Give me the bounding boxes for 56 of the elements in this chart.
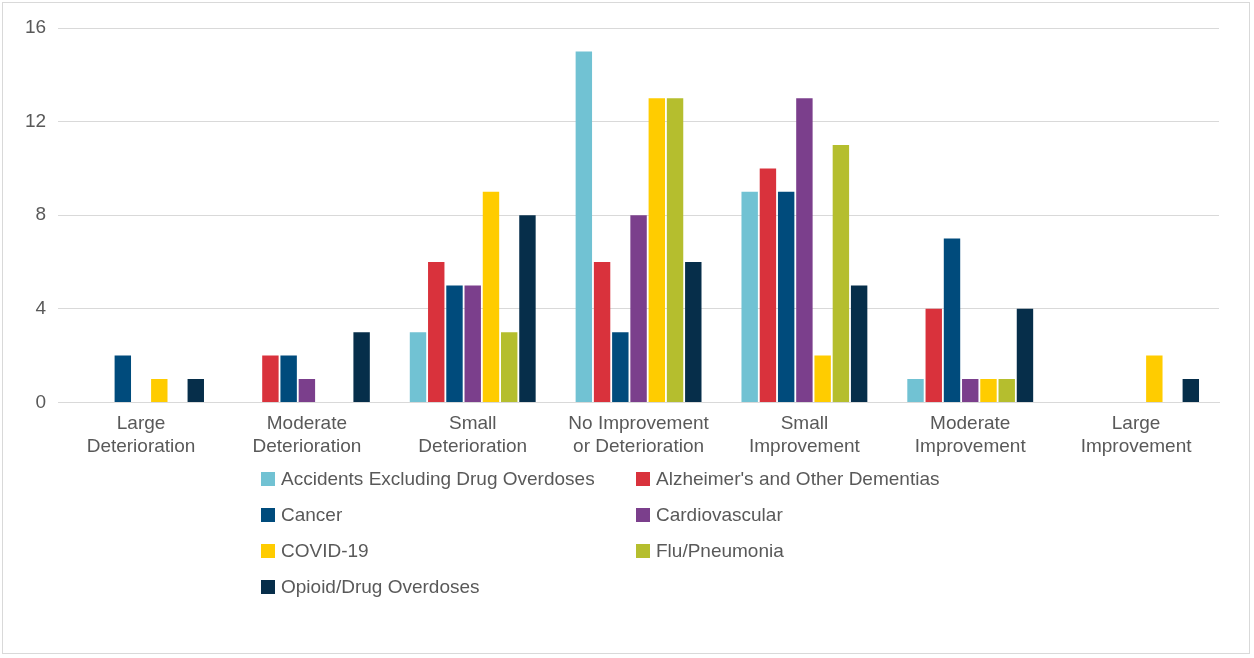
bar — [353, 332, 370, 402]
x-tick-label: Small Deterioration — [418, 412, 528, 456]
bar — [907, 379, 924, 402]
bar — [612, 332, 629, 402]
y-tick-label: 0 — [35, 390, 47, 412]
bar — [832, 145, 850, 402]
x-tick-label: Large Improvement — [1080, 412, 1193, 456]
bar — [114, 355, 132, 402]
bar — [482, 191, 500, 402]
x-tick-label: No Improvement or Deterioration — [568, 412, 710, 456]
bar — [796, 98, 813, 402]
y-tick-label: 12 — [24, 109, 47, 131]
bar — [741, 191, 758, 402]
bar — [1016, 308, 1034, 402]
legend-label: Alzheimer's and Other Dementias — [656, 468, 940, 490]
legend-label: Opioid/Drug Overdoses — [281, 576, 480, 598]
x-tick-label: Moderate Deterioration — [252, 412, 362, 456]
x-tick-label: Moderate Improvement — [914, 412, 1027, 456]
y-tick-label: 8 — [35, 203, 47, 225]
bar — [814, 355, 831, 402]
bar — [409, 332, 427, 402]
bar — [298, 379, 316, 402]
bar — [428, 262, 445, 402]
bar — [501, 332, 518, 402]
legend-label: COVID-19 — [281, 540, 369, 562]
bar — [777, 191, 795, 402]
bar — [998, 379, 1015, 402]
bar — [262, 355, 279, 402]
bar — [980, 379, 997, 402]
bar — [446, 285, 463, 402]
x-tick-label: Large Deterioration — [86, 412, 196, 456]
bar — [1146, 355, 1163, 402]
bar — [187, 379, 204, 402]
bar — [280, 355, 297, 402]
legend-label: Flu/Pneumonia — [656, 540, 784, 562]
legend-label: Cardiovascular — [656, 504, 783, 526]
bar — [925, 308, 942, 402]
bar — [593, 262, 611, 402]
bar — [575, 51, 593, 402]
bar — [1182, 379, 1200, 402]
bar — [519, 215, 536, 402]
bar — [464, 285, 481, 402]
bar — [648, 98, 666, 402]
bar — [759, 168, 777, 402]
y-tick-label: 4 — [35, 297, 47, 319]
bar — [850, 285, 868, 402]
bar — [962, 379, 979, 402]
bar — [666, 98, 684, 402]
legend-label: Accidents Excluding Drug Overdoses — [281, 468, 595, 490]
bar — [151, 379, 168, 402]
legend-label: Cancer — [281, 504, 343, 526]
y-tick-label: 16 — [24, 16, 47, 38]
bar — [943, 238, 961, 402]
x-tick-label: Small Improvement — [748, 412, 861, 456]
bar — [630, 215, 647, 402]
bar — [685, 262, 702, 402]
